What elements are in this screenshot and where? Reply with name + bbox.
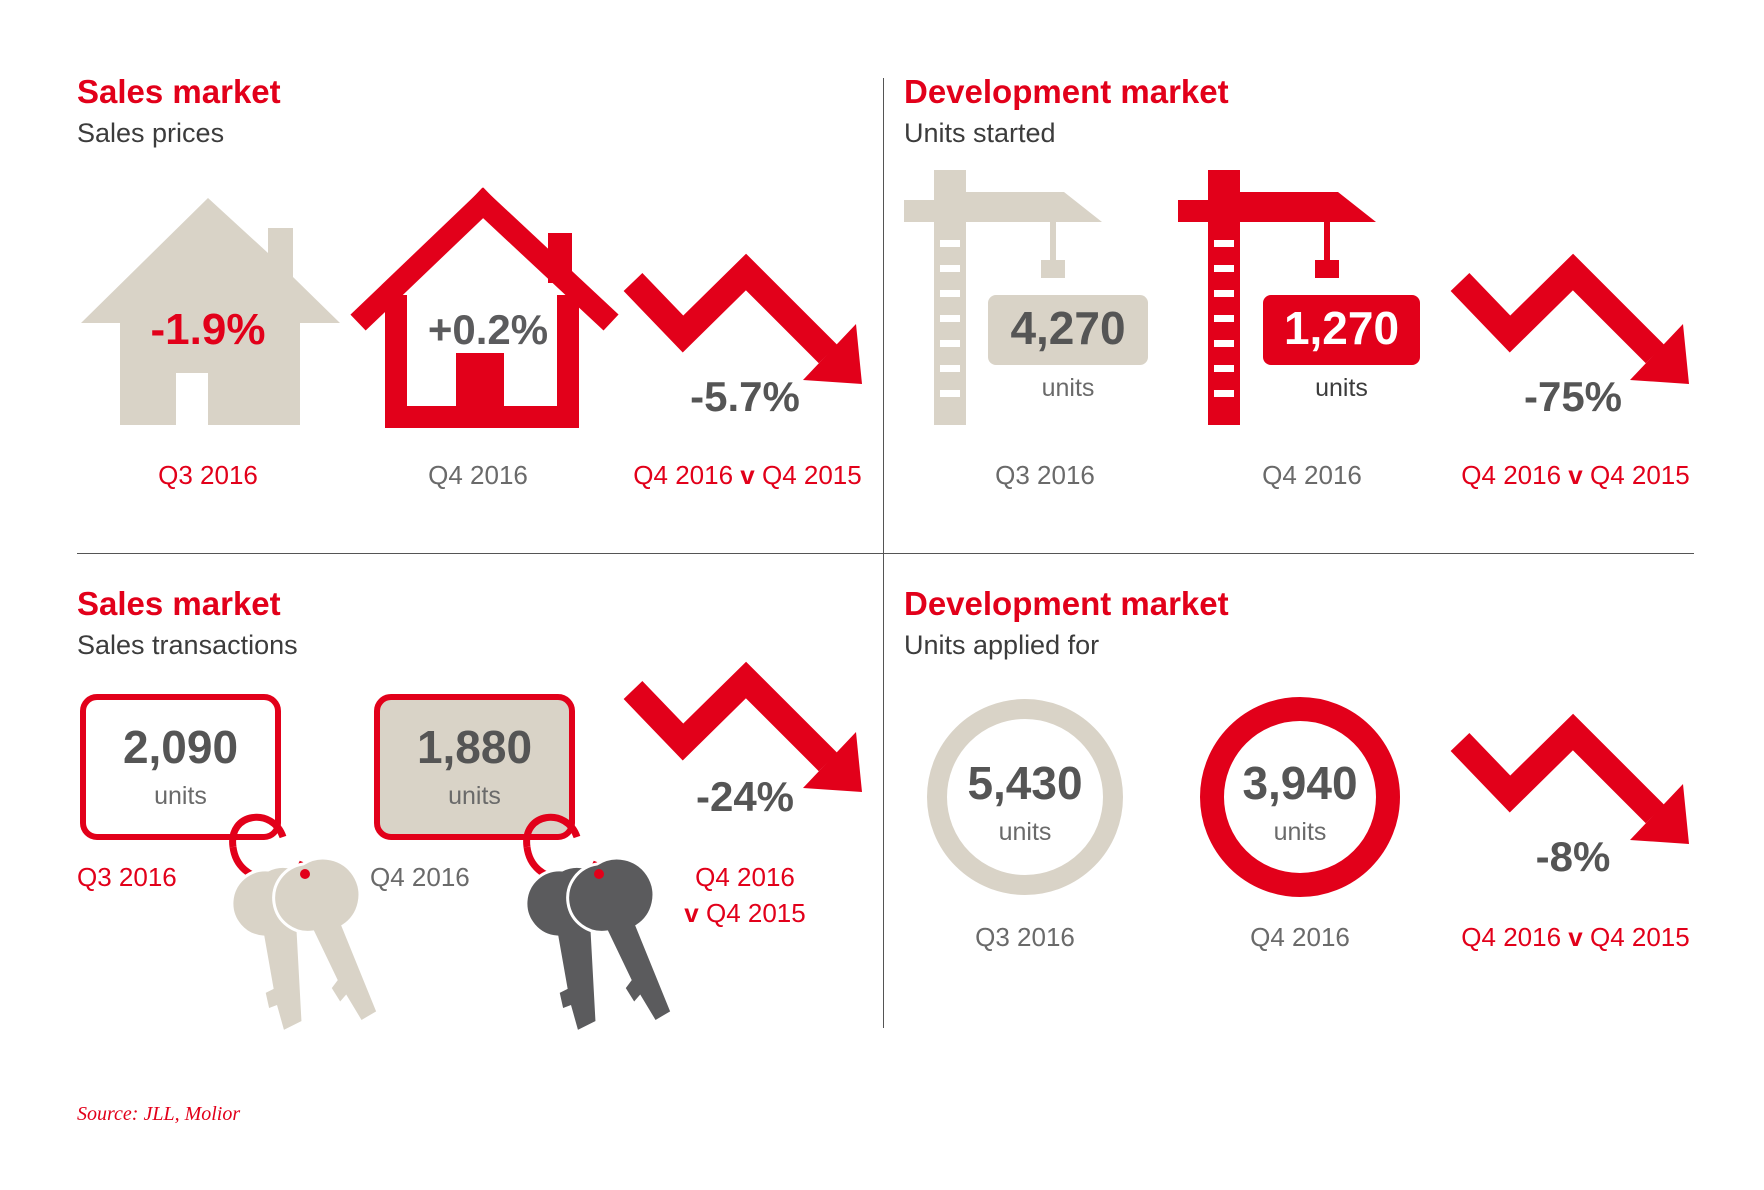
- caption-change-b: Q4 2015: [761, 460, 862, 490]
- caption-change: Q4 2016 v Q4 2015: [1448, 922, 1703, 952]
- value-q4: 1,270: [1283, 302, 1400, 354]
- house-icon-q3: [81, 198, 340, 425]
- caption-q4: Q4 2016: [1262, 460, 1362, 490]
- caption-change: Q4 2016 v Q4 2015: [1448, 460, 1703, 490]
- value-q4: 1,880: [416, 721, 533, 773]
- value-q4: 3,940: [1242, 757, 1358, 809]
- caption-change-v: v: [684, 898, 699, 928]
- house-icon-q4: [350, 187, 619, 428]
- change-value: -75%: [1523, 373, 1623, 420]
- unit-q3: units: [1041, 374, 1095, 402]
- value-q3: -1.9%: [150, 305, 266, 354]
- panel-subtitle: Sales transactions: [77, 630, 298, 660]
- key-tag-icon-q3: [80, 694, 380, 1035]
- caption-q4: Q4 2016: [428, 460, 528, 490]
- crane-icon-q3: [904, 170, 1102, 425]
- caption-change-b: Q4 2015: [1589, 922, 1690, 952]
- down-arrow-icon: [1450, 253, 1689, 384]
- panel-title: Sales market: [77, 585, 281, 622]
- down-arrow-icon: [623, 661, 862, 792]
- value-q3: 4,270: [1010, 302, 1126, 354]
- ring-icon-q3: [927, 699, 1123, 895]
- caption-change-v: v: [740, 460, 755, 490]
- caption-change-a: Q4 2016: [695, 862, 795, 892]
- crane-icon-q4: [1178, 170, 1376, 425]
- caption-q4: Q4 2016: [370, 862, 470, 892]
- panel-title: Development market: [904, 585, 1229, 622]
- crane-box-q3: [988, 295, 1148, 365]
- panel-subtitle: Units applied for: [904, 630, 1100, 660]
- caption-change-line2: v Q4 2015: [670, 898, 820, 928]
- change-value: -8%: [1535, 833, 1611, 880]
- change-value: -24%: [695, 773, 795, 820]
- caption-change-a: Q4 2016: [1461, 460, 1562, 490]
- caption-change-a: Q4 2016: [633, 460, 734, 490]
- value-q3: 2,090: [122, 721, 239, 773]
- caption-change-v: v: [1568, 922, 1583, 952]
- unit-q4: units: [1273, 818, 1327, 846]
- caption-change-v: v: [1568, 460, 1583, 490]
- caption-q4: Q4 2016: [1250, 922, 1350, 952]
- caption-q3: Q3 2016: [995, 460, 1095, 490]
- caption-q3: Q3 2016: [975, 922, 1075, 952]
- caption-q3: Q3 2016: [77, 862, 177, 892]
- value-q4: +0.2%: [427, 306, 549, 353]
- caption-change-b: Q4 2015: [705, 898, 806, 928]
- down-arrow-icon: [1450, 713, 1689, 844]
- caption-change: Q4 2016 v Q4 2015: [620, 460, 875, 490]
- change-value: -5.7%: [690, 373, 800, 420]
- caption-change-b: Q4 2015: [1589, 460, 1690, 490]
- key-tag-icon-q4: [374, 694, 674, 1035]
- panel-subtitle: Units started: [904, 118, 1056, 148]
- unit-q3: units: [154, 782, 207, 810]
- ring-icon-q4: [1200, 697, 1400, 897]
- panel-title: Sales market: [77, 73, 281, 110]
- unit-q4: units: [1315, 374, 1368, 402]
- unit-q4: units: [448, 782, 501, 810]
- panel-title: Development market: [904, 73, 1229, 110]
- caption-change-a: Q4 2016: [1461, 922, 1562, 952]
- crane-box-q4: [1263, 295, 1420, 365]
- horizontal-divider: [77, 553, 1694, 554]
- down-arrow-icon: [623, 253, 862, 384]
- value-q3: 5,430: [967, 757, 1083, 809]
- source-note: Source: JLL, Molior: [77, 1103, 241, 1125]
- caption-q3: Q3 2016: [158, 460, 258, 490]
- unit-q3: units: [998, 818, 1052, 846]
- panel-subtitle: Sales prices: [77, 118, 225, 148]
